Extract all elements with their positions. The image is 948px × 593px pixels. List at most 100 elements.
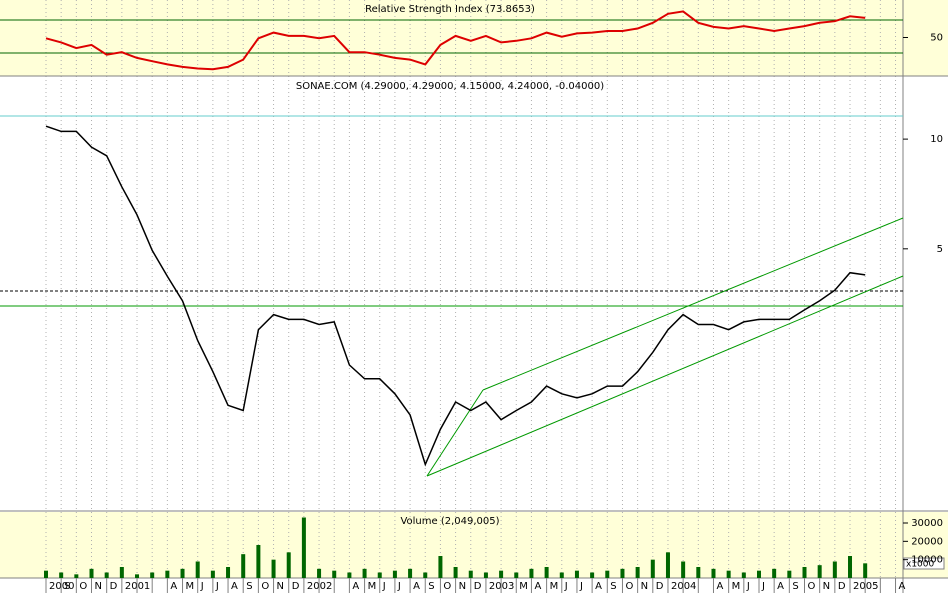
x-tick-label: N (641, 581, 648, 592)
y-tick-label: 5 (937, 244, 943, 255)
volume-bar (772, 568, 777, 578)
x-tick-label: 2004 (671, 581, 696, 592)
x-tick-label: A (899, 581, 906, 592)
x-tick-label: S (610, 581, 616, 592)
volume-bar (165, 570, 170, 578)
x-tick-label: A (595, 581, 602, 592)
volume-bar (863, 563, 868, 578)
x-tick-label: O (625, 581, 633, 592)
volume-bar (559, 572, 564, 578)
x-tick-label: 2000 (49, 581, 74, 592)
volume-unit: x1000 (906, 560, 935, 570)
x-tick-label: D (292, 581, 300, 592)
x-tick-label: 2005 (853, 581, 878, 592)
y-tick-label: 20000 (911, 536, 943, 547)
x-tick-label: O (443, 581, 451, 592)
rsi-title: Relative Strength Index (73.8653) (365, 4, 535, 15)
x-tick-label: D (656, 581, 664, 592)
x-tick-label: M (368, 581, 377, 592)
vertical-grid (45, 0, 897, 578)
volume-bar (104, 572, 109, 578)
x-tick-label: S (64, 581, 70, 592)
volume-bar (44, 570, 48, 578)
price-line (45, 125, 866, 467)
volume-panel (0, 512, 948, 578)
volume-bar (650, 559, 655, 578)
volume-bar (438, 556, 443, 578)
volume-bar (377, 572, 382, 578)
volume-bar (89, 568, 94, 578)
x-tick-label: N (459, 581, 466, 592)
x-tick-label: D (838, 581, 846, 592)
x-tick-label: N (95, 581, 102, 592)
price-panel (0, 76, 948, 511)
x-tick-label: A (170, 581, 177, 592)
volume-bar (150, 572, 155, 578)
volume-bar (620, 568, 625, 578)
volume-bar (529, 568, 534, 578)
x-tick-label: J (746, 581, 750, 592)
volume-bar (711, 568, 716, 578)
x-tick-label: A (413, 581, 420, 592)
unit-box (903, 557, 945, 570)
x-tick-label: M (519, 581, 528, 592)
volume-bar (787, 570, 792, 578)
volume-bar (392, 570, 397, 578)
volume-bar (848, 556, 853, 578)
x-tick-label: O (261, 581, 269, 592)
volume-bar (59, 572, 64, 578)
volume-bar (832, 561, 837, 578)
volume-bar (241, 554, 246, 578)
y-tick-label: 50 (930, 33, 943, 44)
volume-bar (499, 570, 504, 578)
x-tick-label: M (550, 581, 559, 592)
volume-bar (590, 572, 595, 578)
volume-bar (665, 552, 670, 578)
volume-bar (135, 574, 140, 578)
volume-bar (756, 570, 761, 578)
x-tick-label: J (564, 581, 568, 592)
volume-bar (195, 561, 200, 578)
x-tick-label: N (823, 581, 830, 592)
volume-bar (180, 568, 185, 578)
x-tick-label: O (808, 581, 816, 592)
volume-bar (726, 570, 731, 578)
volume-bar (514, 572, 519, 578)
x-tick-label: S (428, 581, 434, 592)
volume-bar (286, 552, 291, 578)
volume-bar (574, 570, 579, 578)
volume-bar (468, 570, 473, 578)
x-tick-label: M (186, 581, 195, 592)
x-tick-label: J (200, 581, 204, 592)
x-tick-label: A (352, 581, 359, 592)
x-tick-label: O (79, 581, 87, 592)
y-tick-label: 10 (930, 134, 943, 145)
volume-bar (271, 559, 276, 578)
volume-bar (332, 570, 337, 578)
volume-bar (347, 572, 352, 578)
volume-bar (544, 567, 549, 578)
x-tick-label: M (732, 581, 741, 592)
rsi-line (45, 10, 866, 71)
trend-line (482, 217, 904, 391)
volume-bar (226, 567, 231, 578)
x-tick-label: J (215, 581, 219, 592)
volume-bar (408, 568, 413, 578)
volume-bar (802, 567, 807, 578)
x-tick-label: A (716, 581, 723, 592)
y-tick-label: 10000 (911, 555, 943, 566)
volume-bar (635, 567, 640, 578)
volume-bar (317, 568, 322, 578)
volume-bar (423, 572, 428, 578)
x-tick-label: 2003 (489, 581, 514, 592)
trend-line (426, 389, 484, 477)
volume-bar (817, 565, 822, 578)
volume-bar (210, 570, 215, 578)
x-tick-label: D (474, 581, 482, 592)
x-tick-label: D (110, 581, 118, 592)
volume-bar (681, 561, 686, 578)
volume-bar (741, 572, 746, 578)
volume-bar (453, 567, 458, 578)
